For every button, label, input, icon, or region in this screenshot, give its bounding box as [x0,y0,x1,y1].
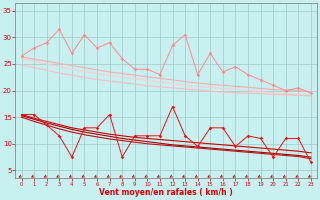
X-axis label: Vent moyen/en rafales ( km/h ): Vent moyen/en rafales ( km/h ) [100,188,233,197]
